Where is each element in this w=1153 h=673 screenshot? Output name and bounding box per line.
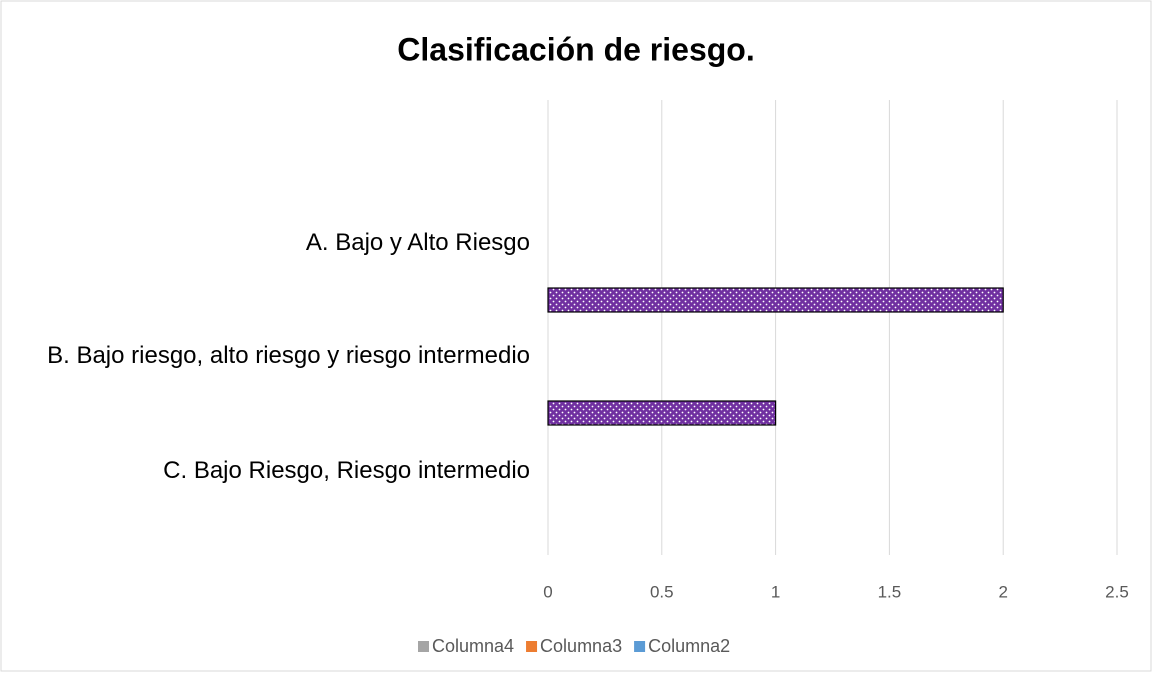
chart-title: Clasificación de riesgo. xyxy=(397,31,754,67)
y-tick-label: B. Bajo riesgo, alto riesgo y riesgo int… xyxy=(47,341,530,369)
legend-swatch xyxy=(526,641,538,652)
x-tick-label: 1 xyxy=(771,582,780,601)
y-tick-label: C. Bajo Riesgo, Riesgo intermedio xyxy=(163,456,530,484)
x-tick-label: 2.5 xyxy=(1105,582,1129,601)
x-tick-label: 1.5 xyxy=(878,582,902,601)
legend-label: Columna4 xyxy=(432,636,514,656)
legend-swatch xyxy=(418,641,429,652)
y-tick-label: A. Bajo y Alto Riesgo xyxy=(305,228,530,256)
x-tick-label: 0.5 xyxy=(650,582,674,601)
legend-label: Columna2 xyxy=(648,636,730,656)
legend-label: Columna3 xyxy=(540,636,622,656)
bar xyxy=(547,400,777,426)
bar xyxy=(547,287,1004,313)
x-tick-label: 0 xyxy=(543,582,552,601)
x-tick-label: 2 xyxy=(998,582,1007,601)
legend-swatch xyxy=(634,641,646,652)
